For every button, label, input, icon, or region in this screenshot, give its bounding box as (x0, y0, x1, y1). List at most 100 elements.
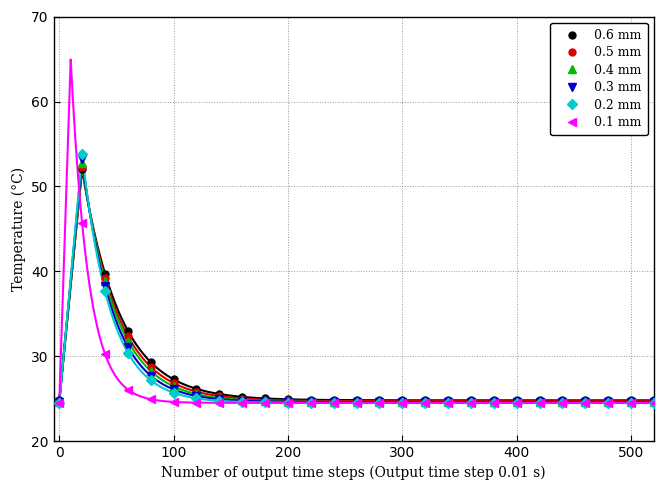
0.5 mm (124, 333, 132, 339)
0.5 mm (467, 398, 475, 404)
0.5 mm (55, 398, 63, 404)
0.4 mm (513, 399, 521, 405)
0.3 mm (124, 344, 132, 350)
0.1 mm (559, 400, 567, 406)
0.6 mm (284, 396, 292, 402)
0.2 mm (444, 400, 452, 406)
Line: 0.3 mm: 0.3 mm (55, 155, 658, 406)
Line: 0.4 mm: 0.4 mm (55, 159, 658, 406)
0.4 mm (307, 399, 315, 405)
0.6 mm (55, 397, 63, 403)
0.1 mm (55, 400, 63, 406)
0.1 mm (535, 400, 543, 406)
0.1 mm (78, 220, 86, 226)
0.3 mm (352, 399, 360, 405)
0.6 mm (78, 166, 86, 172)
0.3 mm (284, 399, 292, 405)
0.2 mm (559, 400, 567, 406)
0.6 mm (238, 394, 246, 400)
0.4 mm (581, 399, 589, 405)
Line: 0.6 mm: 0.6 mm (56, 166, 658, 404)
0.2 mm (170, 390, 178, 396)
0.4 mm (261, 398, 269, 404)
0.6 mm (192, 386, 200, 392)
0.3 mm (398, 399, 406, 405)
0.1 mm (376, 400, 384, 406)
0.5 mm (192, 389, 200, 395)
0.3 mm (307, 399, 315, 405)
X-axis label: Number of output time steps (Output time step 0.01 s): Number of output time steps (Output time… (162, 465, 546, 480)
Line: 0.2 mm: 0.2 mm (56, 151, 658, 407)
Line: 0.5 mm: 0.5 mm (56, 164, 658, 405)
0.3 mm (238, 398, 246, 404)
0.6 mm (490, 397, 498, 403)
0.3 mm (535, 399, 543, 405)
0.5 mm (650, 398, 658, 404)
0.6 mm (604, 397, 612, 403)
0.1 mm (581, 400, 589, 406)
0.3 mm (421, 399, 429, 405)
0.5 mm (627, 398, 635, 404)
0.6 mm (650, 397, 658, 403)
Line: 0.1 mm: 0.1 mm (55, 219, 658, 407)
0.1 mm (124, 386, 132, 392)
0.5 mm (490, 398, 498, 404)
0.3 mm (559, 399, 567, 405)
0.1 mm (398, 400, 406, 406)
0.3 mm (147, 373, 155, 379)
0.3 mm (55, 399, 63, 405)
0.2 mm (101, 288, 109, 294)
0.4 mm (352, 399, 360, 405)
0.5 mm (170, 380, 178, 386)
0.2 mm (604, 400, 612, 406)
0.5 mm (261, 397, 269, 403)
0.1 mm (352, 400, 360, 406)
0.6 mm (559, 397, 567, 403)
0.4 mm (101, 278, 109, 284)
0.5 mm (147, 364, 155, 370)
0.1 mm (215, 400, 223, 406)
0.1 mm (192, 400, 200, 406)
0.4 mm (398, 399, 406, 405)
Y-axis label: Temperature (°C): Temperature (°C) (11, 167, 25, 291)
0.3 mm (627, 399, 635, 405)
0.6 mm (398, 397, 406, 403)
0.4 mm (490, 399, 498, 405)
0.1 mm (101, 351, 109, 357)
0.5 mm (535, 398, 543, 404)
0.3 mm (581, 399, 589, 405)
0.3 mm (490, 399, 498, 405)
0.5 mm (398, 398, 406, 404)
0.1 mm (307, 400, 315, 406)
0.4 mm (55, 399, 63, 405)
0.1 mm (147, 396, 155, 402)
0.5 mm (513, 398, 521, 404)
0.3 mm (650, 399, 658, 405)
0.3 mm (513, 399, 521, 405)
0.2 mm (467, 400, 475, 406)
0.4 mm (78, 161, 86, 166)
0.4 mm (444, 399, 452, 405)
0.2 mm (398, 400, 406, 406)
0.6 mm (444, 397, 452, 403)
0.4 mm (376, 399, 384, 405)
0.5 mm (101, 274, 109, 280)
0.6 mm (352, 397, 360, 403)
0.1 mm (238, 400, 246, 406)
0.1 mm (284, 400, 292, 406)
0.4 mm (559, 399, 567, 405)
0.6 mm (421, 397, 429, 403)
0.2 mm (147, 378, 155, 383)
0.1 mm (421, 400, 429, 406)
0.5 mm (215, 393, 223, 399)
0.5 mm (352, 398, 360, 404)
0.6 mm (307, 397, 315, 403)
0.4 mm (284, 399, 292, 405)
0.6 mm (170, 377, 178, 382)
0.4 mm (467, 399, 475, 405)
0.4 mm (238, 397, 246, 403)
0.6 mm (627, 397, 635, 403)
0.4 mm (170, 383, 178, 389)
0.6 mm (535, 397, 543, 403)
0.2 mm (421, 400, 429, 406)
